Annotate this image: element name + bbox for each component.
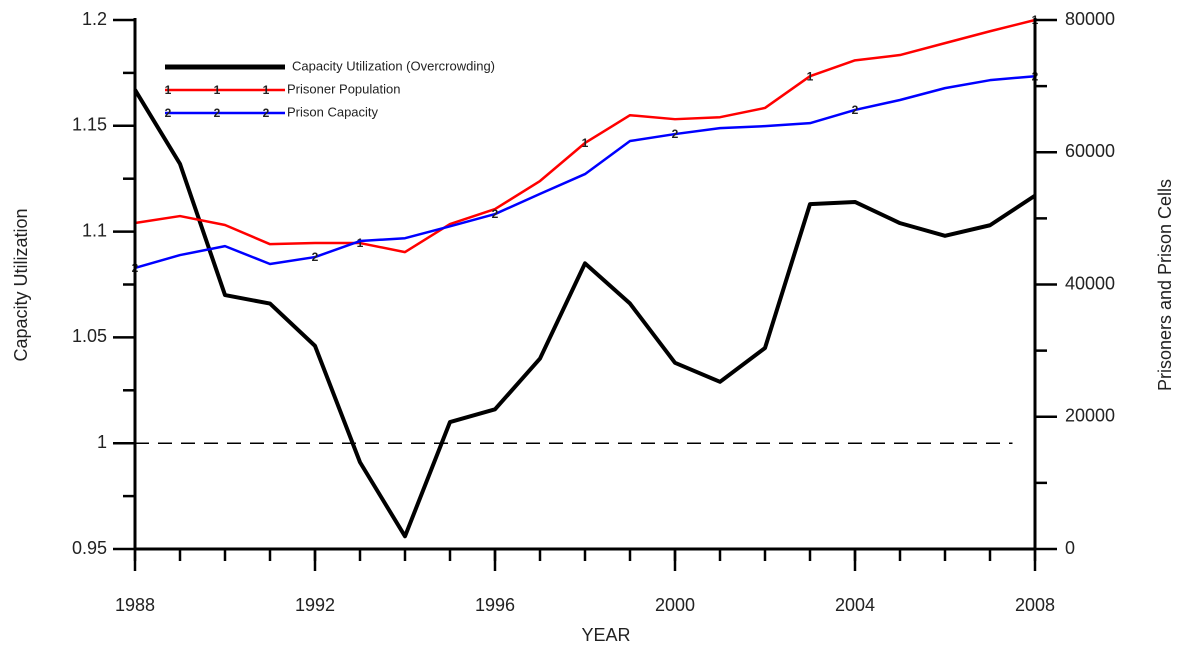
- series-line: [133, 88, 1037, 539]
- x-tick-label: 2000: [655, 595, 695, 615]
- y-tick-label: 1.2: [82, 9, 107, 29]
- point-marker: 1: [807, 69, 814, 83]
- legend-marker: 1: [165, 83, 172, 97]
- x-axis-label: YEAR: [581, 625, 630, 645]
- y2-tick-label: 80000: [1065, 9, 1115, 29]
- legend-marker: 2: [214, 106, 221, 120]
- y2-tick-label: 40000: [1065, 273, 1115, 293]
- point-marker: 1: [357, 236, 364, 250]
- x-tick-label: 2008: [1015, 595, 1055, 615]
- legend-marker: 2: [165, 106, 172, 120]
- point-marker: 2: [852, 103, 859, 117]
- x-tick-label: 1996: [475, 595, 515, 615]
- y2-tick-label: 0: [1065, 538, 1075, 558]
- legend-label: Capacity Utilization (Overcrowding): [292, 58, 495, 73]
- x-tick-label: 1992: [295, 595, 335, 615]
- series-line: [134, 18, 1036, 254]
- point-marker: 1: [582, 136, 589, 150]
- y2-tick-label: 60000: [1065, 141, 1115, 161]
- legend-marker: 1: [214, 83, 221, 97]
- y2-tick-label: 20000: [1065, 406, 1115, 426]
- x-tick-label: 1988: [115, 595, 155, 615]
- x-tick-label: 2004: [835, 595, 875, 615]
- y-tick-label: 1: [97, 432, 107, 452]
- series-line: [134, 74, 1036, 270]
- legend-label: Prison Capacity: [287, 104, 379, 119]
- point-marker: 2: [492, 207, 499, 221]
- legend-label: Prisoner Population: [287, 81, 400, 96]
- y-axis-label: Capacity Utilization: [11, 208, 31, 361]
- y-tick-label: 1.15: [72, 115, 107, 135]
- point-marker: 2: [672, 127, 679, 141]
- y-tick-label: 0.95: [72, 538, 107, 558]
- legend-marker: 1: [263, 83, 270, 97]
- y2-axis-label: Prisoners and Prison Cells: [1155, 179, 1175, 391]
- point-marker: 2: [312, 250, 319, 264]
- legend-marker: 2: [263, 106, 270, 120]
- y-tick-label: 1.05: [72, 326, 107, 346]
- y-tick-label: 1.1: [82, 220, 107, 240]
